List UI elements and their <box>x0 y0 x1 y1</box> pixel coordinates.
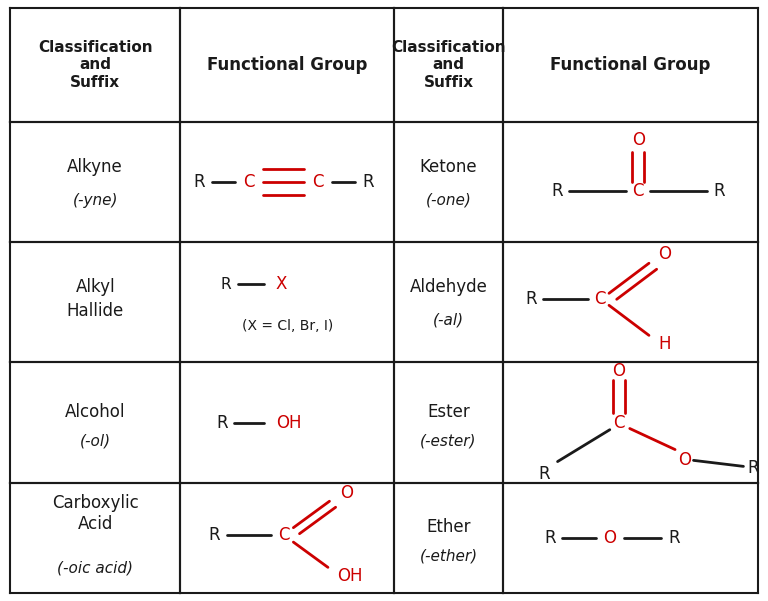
Text: O: O <box>659 245 671 263</box>
Text: O: O <box>340 484 353 502</box>
Text: (-al): (-al) <box>433 313 464 328</box>
Text: O: O <box>613 362 625 380</box>
Text: (-ester): (-ester) <box>420 433 477 448</box>
Text: Aldehyde: Aldehyde <box>409 278 488 296</box>
Text: Carboxylic
Acid: Carboxylic Acid <box>52 495 138 533</box>
Text: Classification
and
Suffix: Classification and Suffix <box>38 40 153 90</box>
Text: R: R <box>551 182 564 200</box>
Text: (-ol): (-ol) <box>80 433 111 448</box>
Text: R: R <box>713 182 725 200</box>
Text: R: R <box>193 173 205 191</box>
Text: R: R <box>525 290 537 308</box>
Text: Hallide: Hallide <box>67 302 124 320</box>
Text: C: C <box>594 290 605 308</box>
Text: Ether: Ether <box>426 518 471 536</box>
Text: R: R <box>668 529 680 547</box>
Text: C: C <box>313 173 323 191</box>
Text: (-one): (-one) <box>425 193 472 207</box>
Text: R: R <box>362 173 375 191</box>
Text: (-oic acid): (-oic acid) <box>58 561 133 575</box>
Text: OH: OH <box>336 567 362 585</box>
Text: O: O <box>678 451 690 469</box>
Text: R: R <box>220 277 231 291</box>
Text: R: R <box>544 529 556 547</box>
Text: OH: OH <box>276 413 302 432</box>
Text: R: R <box>216 413 228 432</box>
Text: O: O <box>632 131 644 149</box>
Text: (-yne): (-yne) <box>72 193 118 207</box>
Text: H: H <box>659 335 671 353</box>
Text: Alkyne: Alkyne <box>68 158 123 176</box>
Text: Alcohol: Alcohol <box>65 403 125 421</box>
Text: C: C <box>278 526 289 544</box>
Text: (X = Cl, Br, I): (X = Cl, Br, I) <box>242 319 333 334</box>
Text: C: C <box>243 173 254 191</box>
Text: C: C <box>633 182 644 200</box>
Text: X: X <box>276 275 286 293</box>
Text: C: C <box>614 413 624 432</box>
Text: Ester: Ester <box>427 403 470 421</box>
Text: Classification
and
Suffix: Classification and Suffix <box>391 40 506 90</box>
Text: R: R <box>747 459 760 477</box>
Text: O: O <box>604 529 616 547</box>
Text: R: R <box>538 465 551 483</box>
Text: Functional Group: Functional Group <box>551 56 710 74</box>
Text: Functional Group: Functional Group <box>207 56 367 74</box>
Text: R: R <box>208 526 220 544</box>
Text: Ketone: Ketone <box>419 158 478 176</box>
Text: (-ether): (-ether) <box>419 549 478 563</box>
Text: Alkyl: Alkyl <box>75 278 115 296</box>
